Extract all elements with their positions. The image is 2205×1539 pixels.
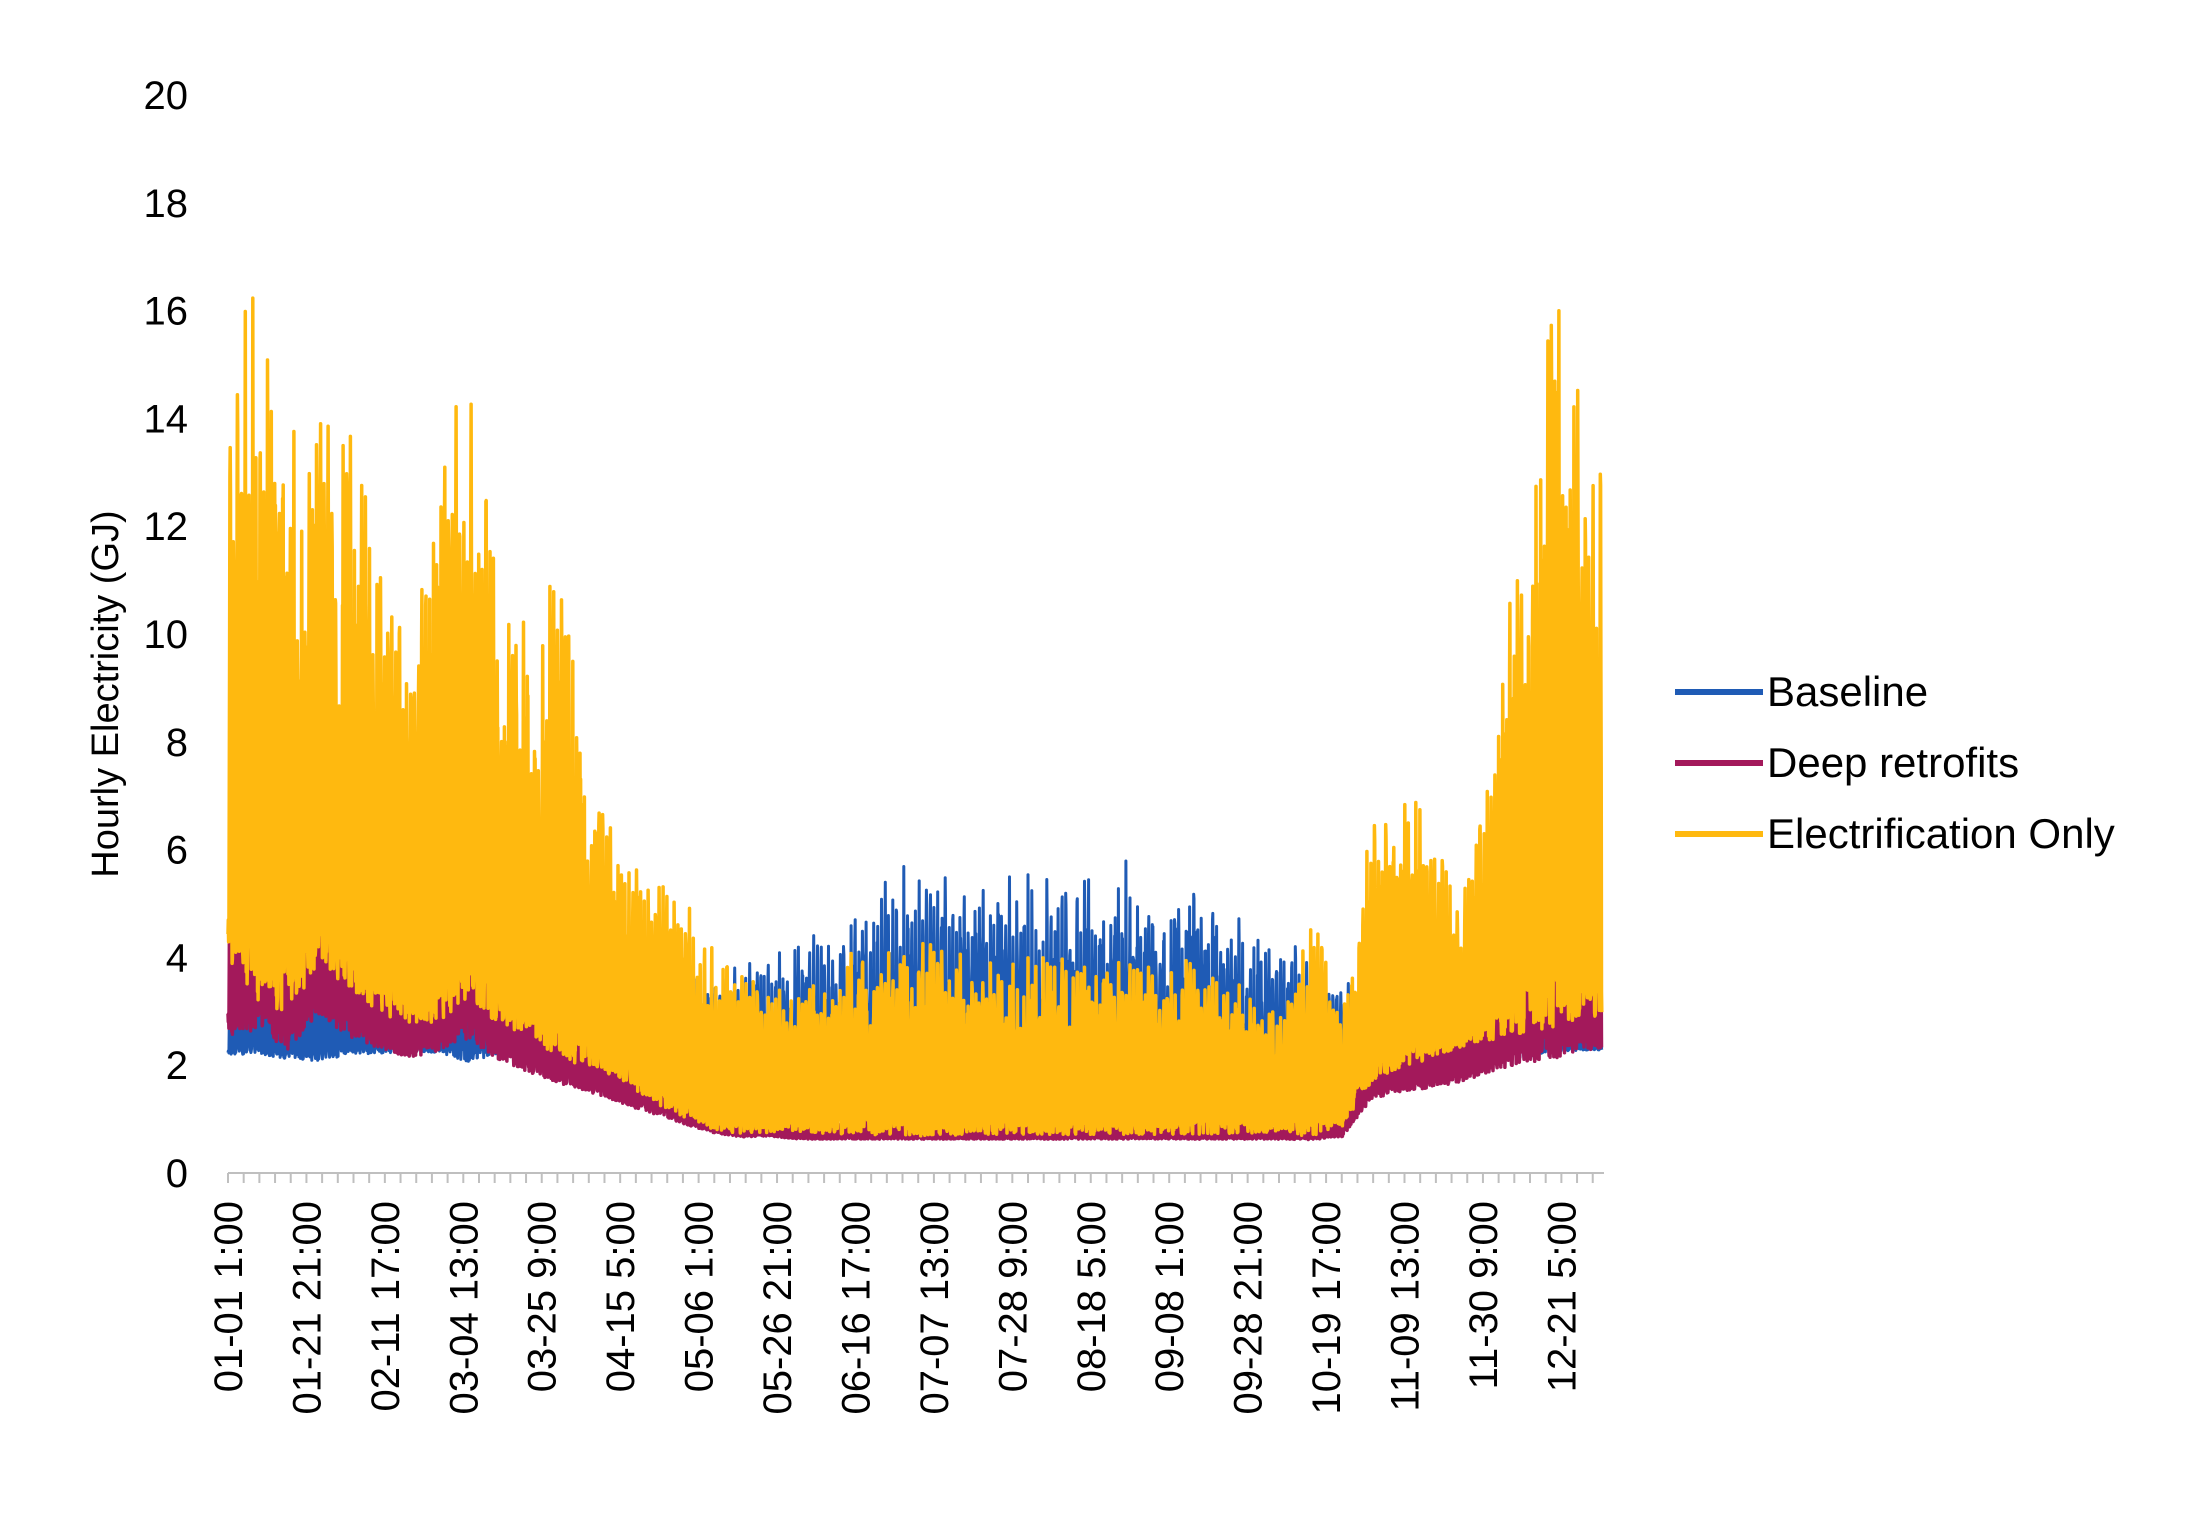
y-tick-label: 16 (144, 290, 189, 334)
x-tick-label: 07-07 13:00 (913, 1201, 957, 1415)
y-tick-label: 14 (144, 397, 189, 441)
x-tick-label: 04-15 5:00 (599, 1201, 643, 1392)
x-tick-label: 05-26 21:00 (756, 1201, 800, 1415)
y-tick-label: 4 (166, 936, 188, 980)
x-tick-label: 11-09 13:00 (1384, 1201, 1428, 1412)
y-tick-label: 20 (144, 74, 189, 118)
x-tick-label: 03-25 9:00 (521, 1201, 565, 1392)
x-tick-label: 01-21 21:00 (285, 1201, 329, 1415)
legend-label: Electrification Only (1767, 810, 2115, 857)
y-tick-label: 8 (166, 721, 188, 765)
y-tick-label: 12 (144, 505, 189, 549)
x-tick-label: 11-30 9:00 (1462, 1201, 1506, 1389)
series-lines (226, 296, 1604, 1142)
x-tick-label: 02-11 17:00 (364, 1201, 408, 1412)
x-tick-label: 09-08 1:00 (1148, 1201, 1192, 1392)
series-line-electrification-only (226, 296, 1604, 1138)
y-tick-label: 2 (166, 1044, 188, 1088)
x-axis-tick-labels: 01-01 1:00 01-21 21:00 02-11 17:00 03-04 13… (207, 1201, 1584, 1415)
x-tick-label: 08-18 5:00 (1070, 1201, 1114, 1392)
x-tick-label: 07-28 9:00 (991, 1201, 1035, 1392)
y-axis-tick-labels: 0 2 4 6 8 10 12 14 16 18 20 (144, 74, 189, 1196)
y-tick-label: 6 (166, 829, 188, 873)
y-tick-label: 18 (144, 182, 189, 226)
y-tick-label: 0 (166, 1152, 188, 1196)
x-tick-label: 05-06 1:00 (678, 1201, 722, 1392)
legend: Baseline Deep retrofits Electrification On… (1675, 668, 2115, 857)
plot-area: 01-01 1:00 01-21 21:00 02-11 17:00 03-04 13… (144, 74, 1604, 1415)
y-tick-label: 10 (144, 613, 189, 657)
x-tick-label: 12-21 5:00 (1540, 1201, 1584, 1392)
x-tick-label: 06-16 17:00 (834, 1201, 878, 1415)
x-tick-label: 01-01 1:00 (207, 1201, 251, 1392)
x-tick-label: 09-28 21:00 (1227, 1201, 1271, 1415)
x-tick-label: 10-19 17:00 (1305, 1201, 1349, 1415)
x-axis-ticks (227, 1173, 1594, 1183)
y-axis-title: Hourly Electricity (GJ) (85, 510, 127, 877)
legend-label: Deep retrofits (1767, 739, 2019, 786)
legend-label: Baseline (1767, 668, 1928, 715)
x-tick-label: 03-04 13:00 (442, 1201, 486, 1415)
